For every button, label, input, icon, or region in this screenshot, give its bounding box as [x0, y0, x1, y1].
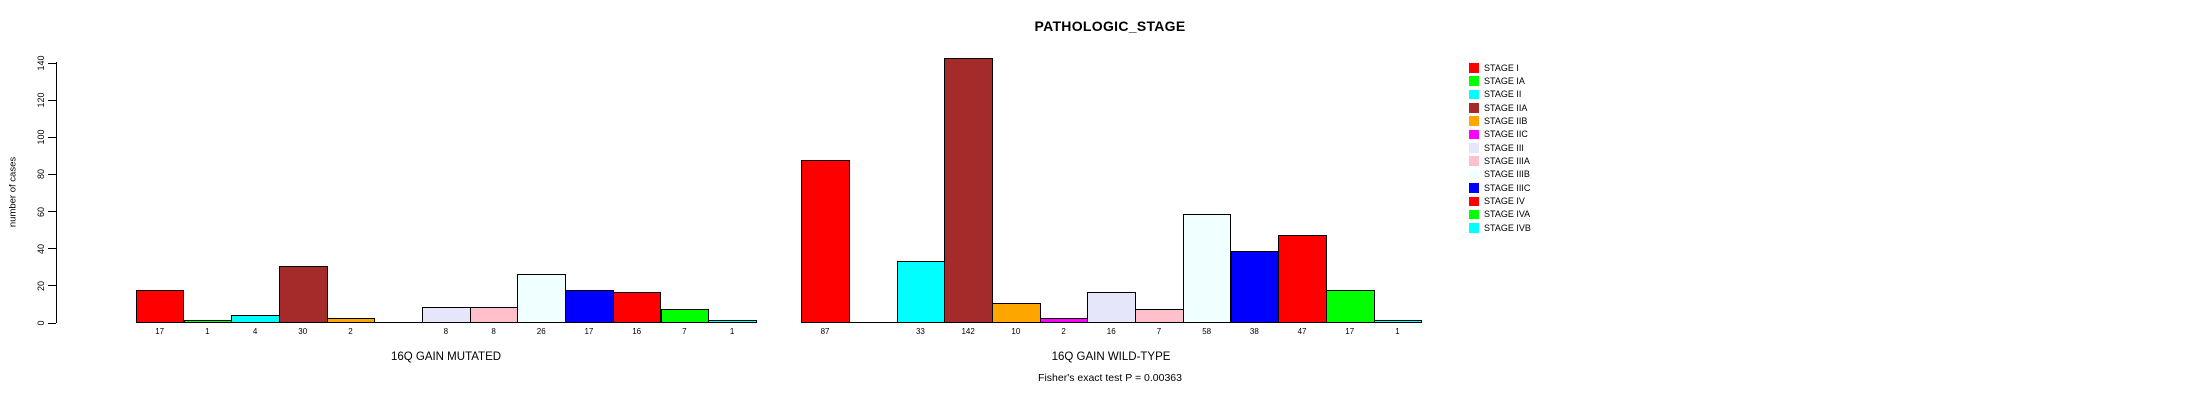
bar-stage-iia [278, 266, 328, 323]
bar-stage-ii [231, 315, 280, 323]
y-tick-mark [48, 248, 56, 250]
bar-value-label: 4 [252, 327, 258, 336]
legend-label: STAGE II [1484, 89, 1522, 100]
legend-label: STAGE I [1484, 62, 1519, 73]
group-title-wild-type: 16Q GAIN WILD-TYPE [1051, 351, 1171, 363]
legend-label: STAGE IIIA [1484, 155, 1530, 166]
bar-stage-ia [183, 320, 233, 323]
bar-stage-iii [1087, 292, 1137, 323]
bar-stage-i [135, 290, 185, 323]
bar-value-label: 10 [1011, 327, 1021, 336]
legend-swatch [1469, 169, 1479, 180]
legend-label: STAGE IIIC [1484, 182, 1531, 193]
bar-value-label: 7 [1156, 327, 1162, 336]
y-tick-label: 20 [36, 280, 46, 291]
bar-stage-iib [992, 303, 1041, 323]
bar-stage-iia [944, 58, 993, 323]
bar-stage-iva [660, 309, 710, 323]
bar-value-label: 142 [961, 327, 975, 336]
fisher-test-annotation: Fisher's exact test P = 0.00363 [1038, 372, 1182, 384]
y-tick-mark [48, 136, 56, 138]
bar-value-label: 16 [632, 327, 642, 336]
legend-label: STAGE IIC [1484, 129, 1528, 140]
legend-label: STAGE IV [1484, 196, 1525, 206]
y-tick-mark [48, 173, 56, 175]
bar-stage-iic [1039, 318, 1089, 323]
bar-stage-iv [612, 292, 662, 323]
bar-stage-ii [896, 261, 946, 323]
legend-swatch [1469, 156, 1479, 166]
bar-stage-iva [1325, 290, 1375, 323]
legend-swatch [1469, 63, 1479, 73]
legend-label: STAGE IVB [1484, 222, 1531, 233]
bar-value-label: 17 [155, 327, 165, 336]
bar-value-label: 17 [1345, 327, 1355, 336]
bar-stage-iiib [517, 274, 567, 323]
bar-stage-iii [422, 307, 471, 323]
legend-label: STAGE IIB [1484, 115, 1528, 126]
bar-value-label: 17 [584, 327, 594, 336]
legend-swatch [1469, 196, 1479, 206]
y-tick-label: 120 [36, 92, 46, 108]
bar-value-label: 26 [536, 327, 546, 336]
legend-label: STAGE III [1484, 142, 1524, 153]
bar-value-label: 47 [1297, 327, 1307, 336]
bar-value-label: 2 [348, 327, 353, 336]
bar-value-label: 7 [682, 327, 687, 336]
bar-stage-iv [1278, 235, 1327, 323]
bar-value-label: 8 [443, 327, 449, 336]
bar-value-label: 1 [205, 327, 210, 336]
y-axis-title: number of cases [7, 156, 19, 228]
y-tick-mark [48, 62, 56, 64]
bar-stage-i [801, 160, 850, 323]
bar-stage-iiic [565, 290, 614, 323]
bar-stage-iib [326, 318, 376, 323]
bar-value-label: 38 [1249, 327, 1259, 336]
bar-value-label: 33 [915, 327, 925, 336]
y-axis-line [56, 62, 57, 323]
legend-swatch [1469, 223, 1479, 233]
y-tick-label: 60 [36, 206, 46, 217]
bar-value-label: 8 [491, 327, 496, 336]
legend-swatch [1469, 143, 1479, 153]
y-tick-label: 140 [36, 55, 46, 71]
bar-stage-iiia [469, 307, 519, 323]
bar-stage-iiib [1182, 214, 1232, 323]
y-tick-mark [48, 322, 56, 324]
chart-title: PATHOLOGIC_STAGE [1034, 18, 1186, 34]
legend-label: STAGE IA [1484, 75, 1525, 86]
legend-swatch [1469, 209, 1479, 220]
y-tick-label: 80 [36, 169, 46, 180]
bar-value-label: 30 [298, 327, 308, 336]
legend-swatch [1469, 76, 1479, 86]
bar-stage-ivb [1373, 320, 1423, 323]
bar-value-label: 87 [820, 327, 830, 336]
legend-swatch [1469, 129, 1479, 140]
bar-value-label: 58 [1202, 327, 1212, 336]
bar-value-label: 16 [1106, 327, 1116, 336]
group-title-mutated: 16Q GAIN MUTATED [390, 351, 502, 363]
legend-label: STAGE IIIB [1484, 169, 1530, 180]
bar-stage-ivb [708, 320, 757, 323]
legend-swatch [1469, 89, 1479, 100]
bar-value-label: 1 [1395, 327, 1400, 336]
legend-label: STAGE IVA [1484, 209, 1531, 220]
y-tick-mark [48, 285, 56, 287]
legend-swatch [1469, 116, 1479, 126]
bar-stage-iiic [1230, 251, 1280, 323]
y-tick-label: 0 [36, 320, 46, 326]
y-tick-label: 40 [36, 243, 46, 254]
legend-label: STAGE IIA [1484, 102, 1528, 113]
bar-value-label: 2 [1061, 327, 1066, 336]
y-tick-mark [48, 99, 56, 101]
y-tick-label: 100 [36, 129, 46, 145]
bar-value-label: 1 [729, 327, 735, 336]
y-tick-mark [48, 211, 56, 213]
bar-stage-iiia [1135, 309, 1184, 323]
legend-swatch [1469, 183, 1479, 193]
legend-swatch [1469, 103, 1479, 113]
